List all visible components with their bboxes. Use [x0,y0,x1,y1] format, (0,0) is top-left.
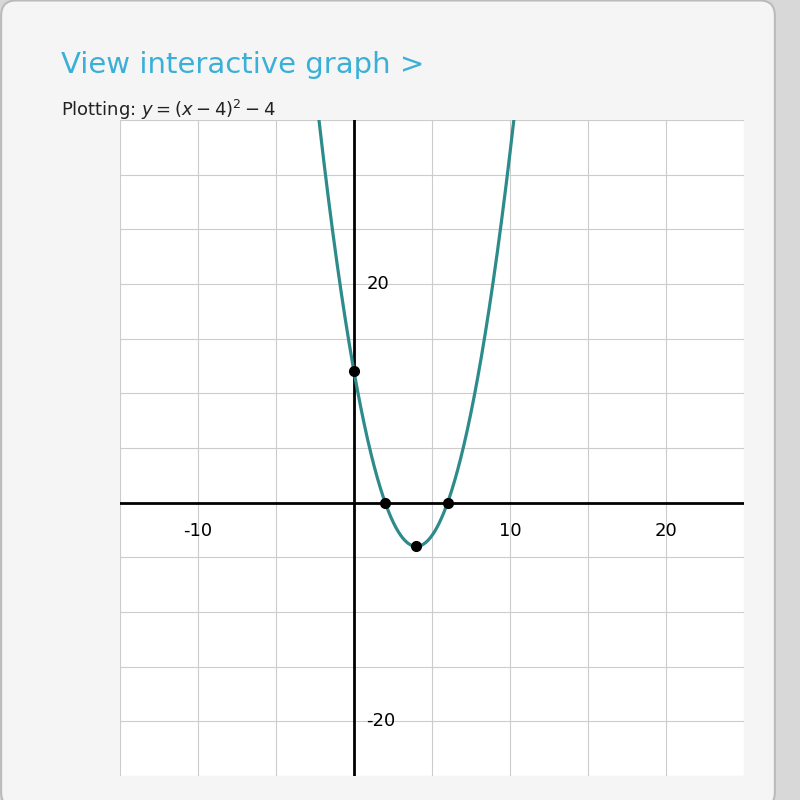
Text: 20: 20 [654,522,678,540]
Text: -10: -10 [183,522,213,540]
Text: View interactive graph >: View interactive graph > [61,51,424,79]
Text: 10: 10 [498,522,522,540]
FancyBboxPatch shape [1,1,775,800]
Text: Plotting: $y = (x - 4)^2 - 4$: Plotting: $y = (x - 4)^2 - 4$ [61,98,275,122]
Text: 20: 20 [366,275,390,293]
Text: -20: -20 [366,712,396,730]
